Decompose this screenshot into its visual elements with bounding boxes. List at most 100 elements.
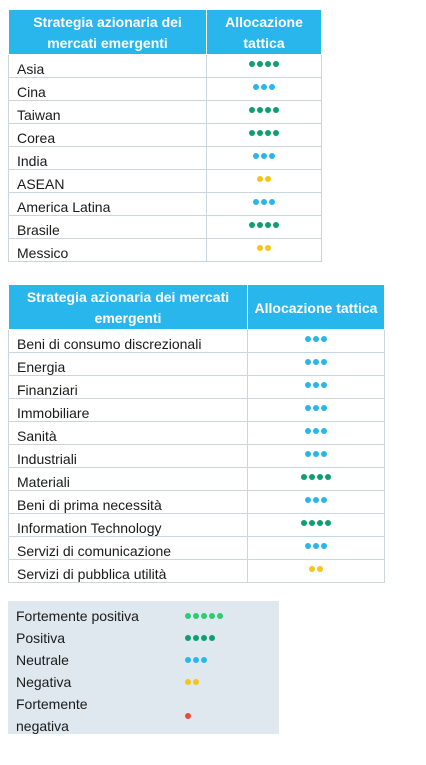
rating-dot	[193, 635, 199, 641]
rating-dot	[317, 520, 323, 526]
row-label: Energia	[8, 352, 248, 376]
row-label: Finanziari	[8, 375, 248, 399]
table-header-row: Strategia azionaria dei mercati emergent…	[8, 284, 385, 330]
allocation-cell	[206, 192, 322, 216]
rating-dot	[317, 566, 323, 572]
rating-dots	[305, 336, 327, 342]
rating-dots	[305, 543, 327, 549]
row-label: Materiali	[8, 467, 248, 491]
row-label: Beni di prima necessità	[8, 490, 248, 514]
rating-dot	[193, 613, 199, 619]
table-row: Cina	[8, 77, 322, 101]
rating-dot	[313, 336, 319, 342]
rating-dot	[265, 176, 271, 182]
rating-dots	[253, 84, 275, 90]
rating-dot	[321, 497, 327, 503]
rating-dot	[321, 359, 327, 365]
rating-dot	[201, 635, 207, 641]
rating-dots	[257, 245, 271, 251]
legend-label: Neutrale	[16, 652, 69, 668]
legend-label: Fortemente positiva	[16, 608, 139, 624]
allocation-cell	[247, 444, 385, 468]
rating-dot	[325, 474, 331, 480]
sectors-allocation-table: Strategia azionaria dei mercati emergent…	[8, 284, 385, 583]
legend-label: Fortemente negativa	[16, 696, 88, 734]
allocation-cell	[206, 215, 322, 239]
allocation-legend: Fortemente positiva Positiva Neutrale Negat…	[8, 601, 279, 734]
rating-dot	[321, 405, 327, 411]
table-row: Asia	[8, 54, 322, 78]
rating-dots	[309, 566, 323, 572]
rating-dot	[265, 107, 271, 113]
rating-dot	[249, 107, 255, 113]
rating-dots	[257, 176, 271, 182]
legend-dots	[185, 679, 199, 685]
rating-dot	[257, 222, 263, 228]
rating-dot	[305, 451, 311, 457]
rating-dot	[305, 382, 311, 388]
rating-dot	[305, 336, 311, 342]
table-row: Industriali	[8, 444, 385, 468]
rating-dot	[313, 359, 319, 365]
row-label: Servizi di pubblica utilità	[8, 559, 248, 583]
allocation-cell	[247, 398, 385, 422]
table-row: America Latina	[8, 192, 322, 216]
table-row: Messico	[8, 238, 322, 262]
rating-dot	[305, 497, 311, 503]
rating-dots	[305, 359, 327, 365]
row-label: Corea	[8, 123, 207, 147]
rating-dot	[261, 84, 267, 90]
allocation-cell	[247, 536, 385, 560]
row-label: Beni di consumo discrezionali	[8, 329, 248, 353]
row-label: Taiwan	[8, 100, 207, 124]
row-label: America Latina	[8, 192, 207, 216]
allocation-cell	[247, 421, 385, 445]
table-row: Corea	[8, 123, 322, 147]
rating-dot	[249, 61, 255, 67]
table-header-row: Strategia azionaria dei mercati emergent…	[8, 9, 322, 55]
legend-label: Positiva	[16, 630, 66, 646]
rating-dots	[253, 153, 275, 159]
rating-dot	[269, 199, 275, 205]
row-label: Immobiliare	[8, 398, 248, 422]
allocation-cell	[247, 513, 385, 537]
legend-label: Negativa	[16, 674, 72, 690]
rating-dot	[313, 497, 319, 503]
allocation-cell	[206, 169, 322, 193]
row-label: Industriali	[8, 444, 248, 468]
rating-dot	[309, 520, 315, 526]
table-row: India	[8, 146, 322, 170]
rating-dot	[313, 451, 319, 457]
table-row: Information Technology	[8, 513, 385, 537]
table-row: Materiali	[8, 467, 385, 491]
allocation-cell	[247, 490, 385, 514]
rating-dot	[325, 520, 331, 526]
rating-dot	[209, 613, 215, 619]
allocation-cell	[247, 559, 385, 583]
allocation-cell	[247, 329, 385, 353]
table-row: ASEAN	[8, 169, 322, 193]
rating-dot	[317, 474, 323, 480]
rating-dot	[309, 566, 315, 572]
rating-dot	[249, 222, 255, 228]
rating-dot	[313, 382, 319, 388]
legend-dots	[185, 657, 207, 663]
rating-dot	[261, 199, 267, 205]
rating-dot	[217, 613, 223, 619]
rating-dots	[249, 130, 279, 136]
rating-dots	[305, 405, 327, 411]
rating-dot	[185, 713, 191, 719]
rating-dot	[273, 130, 279, 136]
rating-dot	[253, 199, 259, 205]
rating-dot	[301, 474, 307, 480]
rating-dot	[273, 107, 279, 113]
rating-dot	[257, 130, 263, 136]
header-allocation: Allocazione tattica	[206, 9, 322, 55]
rating-dot	[273, 222, 279, 228]
rating-dot	[305, 405, 311, 411]
rating-dot	[273, 61, 279, 67]
rating-dots	[249, 222, 279, 228]
rating-dot	[269, 153, 275, 159]
allocation-cell	[247, 352, 385, 376]
rating-dot	[313, 543, 319, 549]
